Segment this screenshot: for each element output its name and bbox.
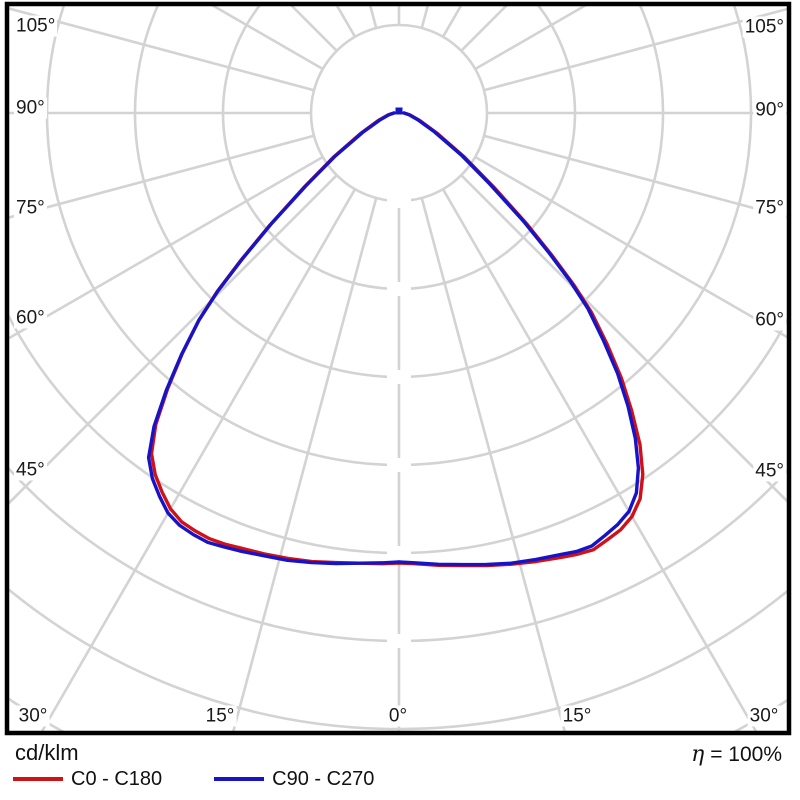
center-marker [395,107,403,115]
angle-label: 75° [14,197,47,219]
angle-label: 90° [14,97,47,119]
angle-label: 105° [742,16,786,38]
legend-label-c90-c270: C90 - C270 [272,767,375,790]
eta-symbol: η [691,742,705,767]
angle-label: 45° [753,460,786,482]
angle-label: 45° [14,459,47,481]
curve-c0-c180 [149,111,645,568]
scale-marker [387,546,411,560]
angle-label: 75° [753,197,786,219]
grid-spoke [40,188,357,731]
efficiency-label: η = 100% [691,742,782,767]
angle-label: 60° [753,309,786,331]
angle-label: 15° [560,705,594,727]
legend-swatch-c0-c180 [13,777,63,781]
scale-marker [387,458,411,472]
scale-marker [387,634,411,648]
curve-c90-c270 [146,111,641,567]
chart-frame [4,1,792,736]
grid-spoke [460,174,787,503]
grid-spoke [9,155,324,340]
grid-spoke [483,7,787,92]
legend-swatch-c90-c270 [214,777,265,781]
angle-label: 15° [203,705,237,727]
grid-spoke [420,197,566,731]
legend-label-c0-c180: C0 - C180 [71,767,163,790]
grid-spoke [9,134,315,219]
legend: C0 - C180 C90 - C270 [13,766,374,792]
scale-marker [387,370,411,384]
scale-marker [387,194,411,208]
grid-spoke [441,188,758,731]
angle-label: 105° [14,15,58,37]
angle-label: 60° [14,307,47,329]
grid-spoke [474,155,787,339]
efficiency-value: = 100% [710,743,782,766]
scale-marker [387,282,411,296]
unit-label: cd/klm [15,740,79,765]
angle-label: 0° [386,705,410,727]
grid-spoke [232,197,378,731]
angle-label: 30° [747,705,781,727]
angle-label: 30° [16,705,50,727]
grid-spoke [9,7,315,92]
grid-spoke [483,134,787,219]
angle-label: 90° [753,99,786,121]
